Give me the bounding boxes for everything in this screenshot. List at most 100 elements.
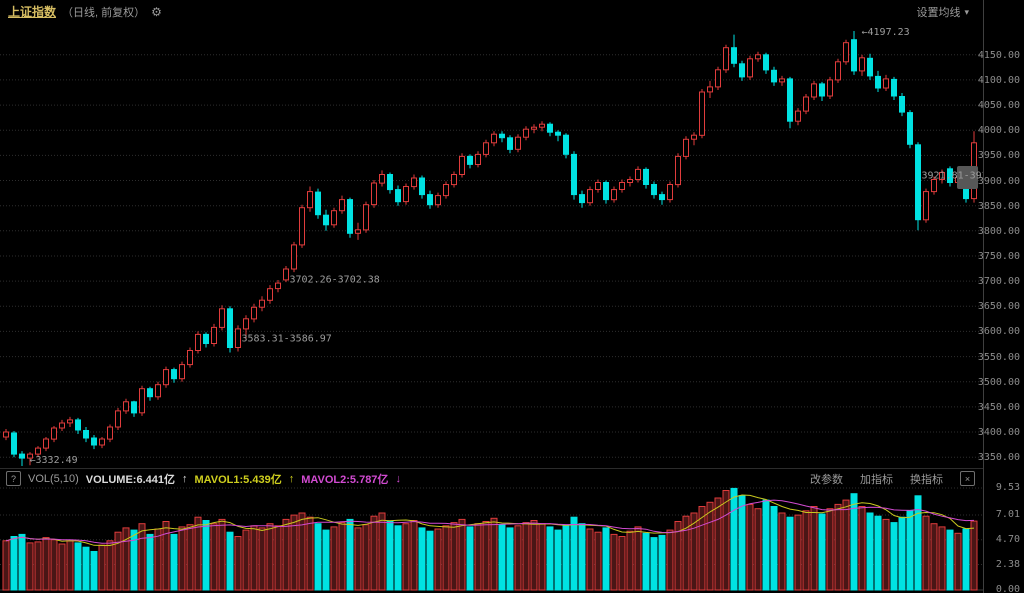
candle xyxy=(11,431,17,458)
candle-body xyxy=(123,401,129,412)
candle xyxy=(763,52,769,74)
candle xyxy=(499,131,505,143)
candle-body xyxy=(427,194,433,206)
volume-bar xyxy=(378,512,386,591)
candle xyxy=(811,80,817,100)
candle-body xyxy=(171,369,177,380)
ma-settings-button[interactable]: 设置均线 ▾ xyxy=(916,4,969,20)
chart-title-bar: 上证指数 （日线, 前复权） ⚙ xyxy=(8,3,162,20)
candle xyxy=(603,180,609,204)
volume-bar xyxy=(594,531,602,591)
candle-body xyxy=(307,191,313,209)
volume-bar xyxy=(658,534,666,591)
price-chart-canvas[interactable]: ←4197.23 3702.26-3702.38 3583.31-3586.97 39… xyxy=(0,0,983,467)
candle xyxy=(491,131,497,147)
page-title[interactable]: 上证指数 xyxy=(8,5,57,19)
candle xyxy=(771,66,777,86)
candle-body xyxy=(179,364,185,380)
candle-body xyxy=(603,182,609,201)
candle-body xyxy=(211,326,217,344)
volume-bar xyxy=(482,521,490,591)
candle xyxy=(395,185,401,206)
candle-body xyxy=(219,308,225,328)
candle xyxy=(187,347,193,368)
candle xyxy=(91,435,97,450)
volume-bar xyxy=(386,521,394,591)
volume-chart-canvas[interactable] xyxy=(0,484,983,593)
volume-bar xyxy=(194,516,202,591)
candle-body xyxy=(835,61,841,81)
candle-body xyxy=(907,112,913,145)
volume-bar xyxy=(650,537,658,591)
candle xyxy=(787,76,793,129)
price-axis-label: 3900.00 xyxy=(977,176,1020,187)
mavol2-line xyxy=(5,499,975,544)
candle xyxy=(859,54,865,76)
chart-annotation: ←4197.23 xyxy=(862,27,910,38)
volume-bar xyxy=(162,521,170,591)
candle xyxy=(211,323,217,347)
help-icon[interactable]: ? xyxy=(6,471,21,486)
switch-indicator-button[interactable]: 换指标 xyxy=(910,473,943,486)
candle xyxy=(19,451,25,466)
candle xyxy=(795,108,801,126)
volume-bar xyxy=(562,525,570,591)
candle-body xyxy=(83,430,89,439)
candle-body xyxy=(611,189,617,201)
candle-body xyxy=(291,244,297,270)
candle xyxy=(739,60,745,81)
candle-body xyxy=(739,63,745,78)
candle xyxy=(467,154,473,169)
indicator-name-label[interactable]: VOL(5,10) xyxy=(28,472,79,485)
candle xyxy=(363,201,369,233)
candle xyxy=(411,174,417,190)
candle xyxy=(835,58,841,83)
volume-bar xyxy=(370,515,378,591)
candle xyxy=(651,181,657,199)
candle xyxy=(875,70,881,92)
candle-body xyxy=(779,78,785,83)
candle xyxy=(547,122,553,137)
volume-bar xyxy=(266,523,274,591)
candle xyxy=(803,94,809,115)
volume-bar xyxy=(258,527,266,591)
gear-icon[interactable]: ⚙ xyxy=(151,4,162,19)
candle-body xyxy=(795,110,801,122)
volume-bar xyxy=(970,520,978,591)
candle-body xyxy=(147,388,153,398)
candle-body xyxy=(75,419,81,431)
candle-body xyxy=(27,453,33,459)
mavol2-down-arrow-icon: ↓ xyxy=(395,472,401,485)
candle xyxy=(227,306,233,353)
candle xyxy=(379,170,385,187)
close-icon[interactable]: × xyxy=(960,471,975,486)
candle xyxy=(571,151,577,200)
volume-bar xyxy=(434,528,442,591)
candle-body xyxy=(579,194,585,204)
volume-axis-label: 0.00 xyxy=(995,584,1020,593)
candle-body xyxy=(675,155,681,186)
mavol2-value-label: MAVOL2:5.787亿 xyxy=(301,473,389,486)
candle xyxy=(315,188,321,219)
candle xyxy=(595,179,601,193)
candle xyxy=(523,126,529,141)
candle xyxy=(619,179,625,193)
latest-candle-marker[interactable] xyxy=(957,166,978,189)
change-params-button[interactable]: 改参数 xyxy=(810,473,843,486)
volume-bar xyxy=(690,512,698,591)
candle-body xyxy=(859,57,865,72)
candle-body xyxy=(707,86,713,93)
add-indicator-button[interactable]: 加指标 xyxy=(860,473,893,486)
candle xyxy=(27,452,33,466)
candle xyxy=(323,209,329,231)
candle-body xyxy=(899,96,905,113)
candle xyxy=(259,296,265,312)
volume-bar xyxy=(2,540,10,591)
volume-bar xyxy=(882,518,890,591)
chart-annotation: 3583.31-3586.97 xyxy=(242,333,332,344)
candle-body xyxy=(555,131,561,136)
volume-bar xyxy=(114,531,122,591)
candle xyxy=(675,153,681,188)
candle-body xyxy=(43,438,49,449)
volume-bar xyxy=(442,525,450,591)
